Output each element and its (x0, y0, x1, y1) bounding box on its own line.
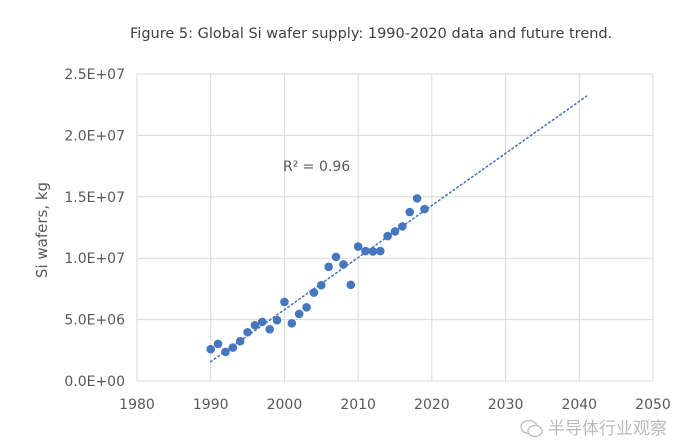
data-point (258, 317, 267, 327)
data-point (324, 262, 333, 272)
data-point (398, 222, 407, 231)
wechat-icon (520, 419, 543, 438)
data-point (331, 252, 341, 262)
data-point (368, 247, 378, 256)
data-point (221, 347, 230, 357)
data-point (390, 227, 400, 236)
data-point (287, 318, 297, 328)
data-point (213, 339, 223, 349)
chart-title: Figure 5: Global Si wafer supply: 1990-2… (130, 26, 613, 42)
data-point (243, 327, 252, 337)
data-point (309, 288, 319, 297)
x-tick-label: 1980 (119, 397, 155, 413)
data-point (375, 246, 385, 256)
x-tick-label: 2020 (414, 397, 450, 413)
y-tick-label: 5.0E+06 (64, 313, 125, 329)
r-squared-annotation: R² = 0.96 (283, 159, 350, 175)
y-tick-label: 2.0E+07 (64, 128, 125, 144)
y-tick-label: 1.5E+07 (64, 190, 125, 206)
watermark-text: 半导体行业观察 (548, 419, 667, 439)
data-point (353, 242, 363, 251)
x-tick-label: 2000 (267, 397, 303, 413)
watermark: 半导体行业观察 (520, 419, 667, 439)
data-point (346, 280, 356, 290)
data-point (405, 207, 415, 217)
data-point (280, 297, 289, 307)
data-point (250, 320, 260, 330)
data-point (302, 303, 311, 312)
data-point (316, 280, 326, 290)
y-tick-label: 0.0E+00 (64, 374, 125, 390)
data-point (412, 194, 422, 203)
data-point (228, 343, 238, 352)
x-tick-label: 2040 (561, 397, 597, 413)
y-tick-label: 1.0E+07 (64, 251, 125, 267)
trendline (209, 95, 588, 363)
x-tick-label: 2030 (488, 397, 524, 413)
x-tick-label: 2010 (340, 397, 376, 413)
data-point (206, 344, 216, 354)
data-point (361, 246, 370, 256)
data-point (272, 315, 282, 325)
data-point (265, 325, 274, 334)
data-point (383, 231, 392, 241)
data-point (420, 204, 429, 214)
data-point (339, 260, 348, 269)
x-tick-label: 1990 (193, 397, 229, 413)
data-point (294, 309, 304, 319)
x-tick-label: 2050 (635, 397, 671, 413)
data-point (235, 336, 245, 346)
y-tick-label: 2.5E+07 (64, 67, 125, 83)
